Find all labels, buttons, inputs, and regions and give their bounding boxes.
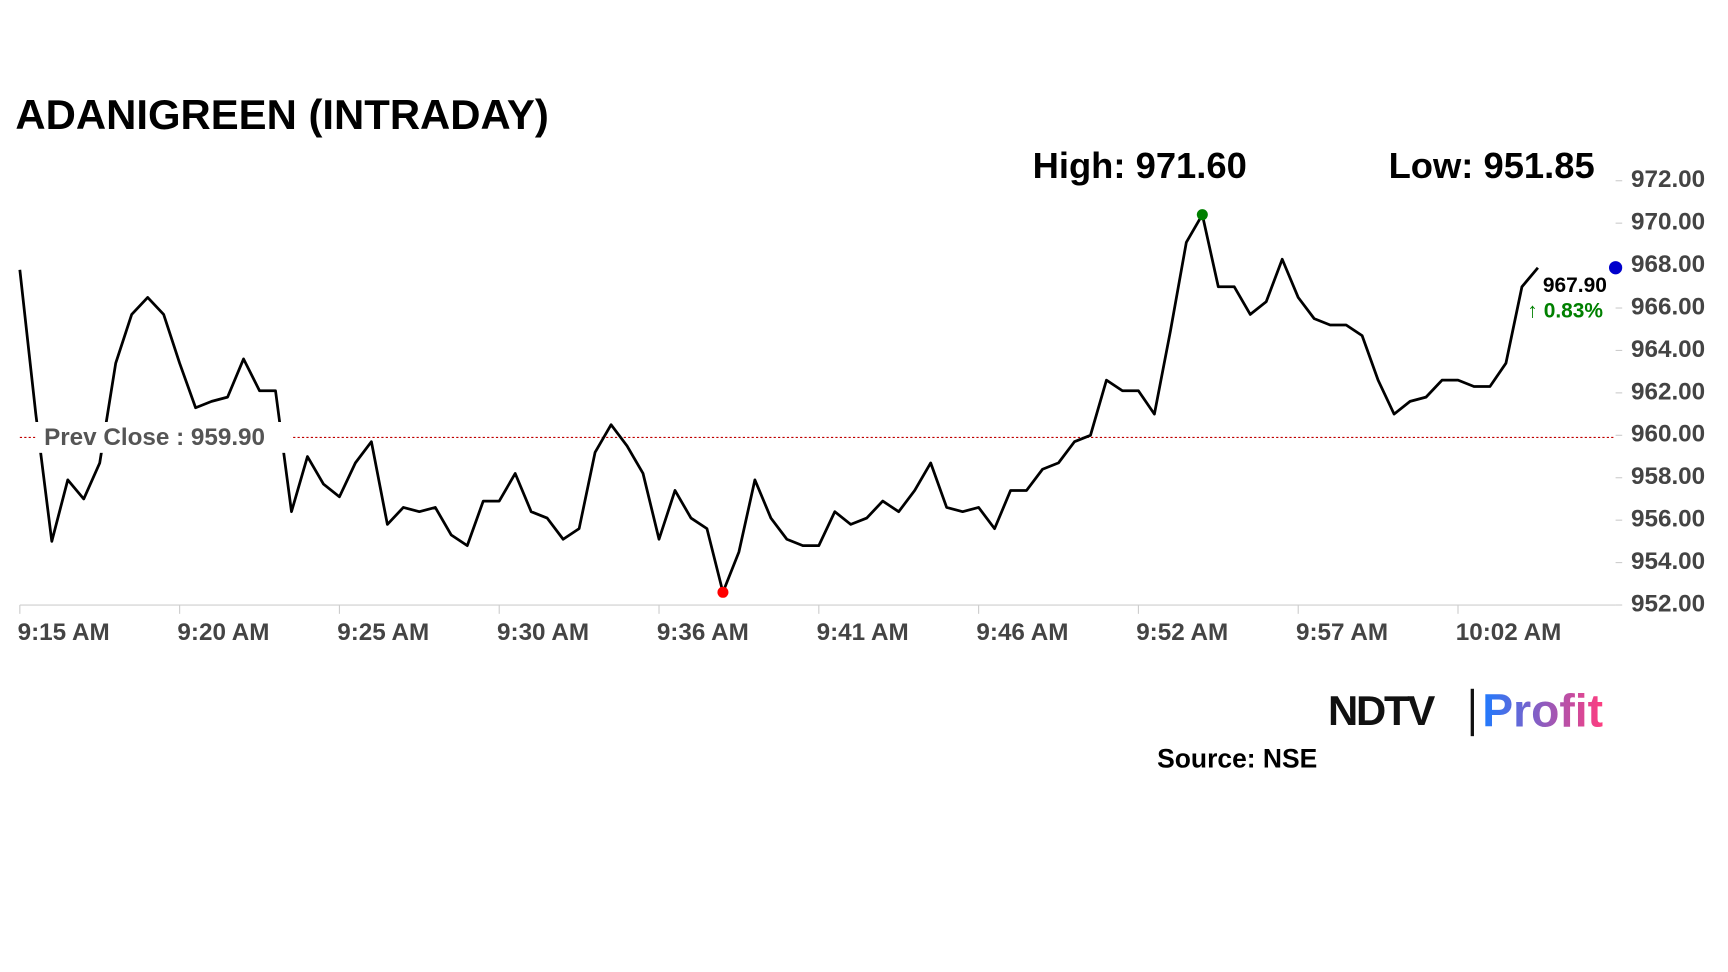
y-tick-label: 964.00 (1631, 336, 1705, 363)
price-line (18, 213, 1539, 594)
x-tick-label: 9:30 AM (497, 619, 589, 646)
high-label: High: 971.60 (1033, 145, 1247, 186)
y-tick-label: 962.00 (1631, 378, 1705, 405)
y-tick-label: 966.00 (1631, 293, 1705, 320)
x-tick-label: 9:57 AM (1296, 619, 1388, 646)
low-label: Low: 951.85 (1389, 145, 1595, 186)
chart-title: ADANIGREEN (INTRADAY) (15, 91, 548, 138)
low-marker (717, 586, 729, 598)
y-tick-label: 952.00 (1631, 590, 1705, 617)
source: Source: NSE (1157, 743, 1317, 773)
x-tick-label: 10:02 AM (1456, 619, 1562, 646)
y-tick-label: 968.00 (1631, 251, 1705, 278)
x-tick-label: 9:20 AM (177, 619, 269, 646)
y-tick-label: 956.00 (1631, 506, 1705, 533)
high-marker (1196, 209, 1208, 221)
y-tick-label: 960.00 (1631, 421, 1705, 448)
change-label: ↑ 0.83% (1527, 299, 1603, 322)
logo-ndtv: NDTV (1328, 687, 1435, 734)
x-tick-label: 9:15 AM (18, 619, 110, 646)
x-tick-label: 9:41 AM (817, 619, 909, 646)
x-tick-label: 9:36 AM (657, 619, 749, 646)
last-marker (1608, 261, 1623, 275)
y-tick-label: 972.00 (1631, 166, 1705, 193)
last-price-label: 967.90 (1543, 274, 1607, 297)
y-tick-label: 958.00 (1631, 463, 1705, 490)
logo-profit: Profit (1482, 684, 1603, 736)
prev-close-label: Prev Close : 959.90 (44, 424, 265, 451)
y-tick-label: 970.00 (1631, 209, 1705, 236)
prev-close-label-bg (35, 421, 291, 453)
x-tick-label: 9:46 AM (976, 619, 1068, 646)
x-tick-label: 9:25 AM (337, 619, 429, 646)
x-tick-label: 9:52 AM (1136, 619, 1228, 646)
y-tick-label: 954.00 (1631, 548, 1705, 575)
